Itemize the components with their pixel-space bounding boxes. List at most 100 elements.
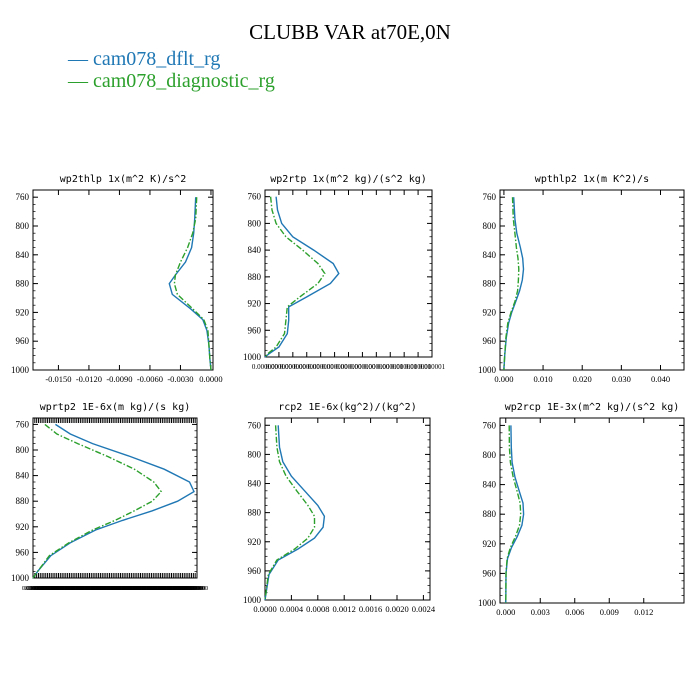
chart-panel-2: wpthlp2 1x(m K^2)/s 760 800 840 880 920 960 100… (478, 174, 685, 384)
x-tick-label: 0.000000 (131, 586, 154, 592)
x-tick-label: -0.0060 (137, 374, 163, 384)
chart-title: wpthlp2 1x(m K^2)/s (535, 174, 649, 185)
series-line-dflt (168, 197, 212, 371)
plot-frame (264, 417, 431, 601)
series-line-diagnostic (264, 196, 326, 358)
x-tick-label: 0.000000 (155, 586, 178, 592)
chart-panel-1: wp2rtp 1x(m^2 kg)/(s^2 kg) 760 800 840 880 92… (243, 174, 446, 371)
x-tick-label: 0.000000 (117, 586, 140, 592)
plot-frame (499, 189, 685, 371)
series-line-diagnostic (264, 425, 316, 601)
y-tick-label: 880 (248, 272, 262, 282)
x-tick-label: 0.000000 (166, 586, 189, 592)
chart-panel-3: wprtp2 1E-6x(m kg)/(s kg) 760 800 840 880 920… (11, 402, 208, 592)
series-line-dflt (264, 196, 340, 358)
x-tick-label: 0.0000 (253, 604, 276, 614)
page-title: CLUBB VAR at70E,0N (249, 20, 451, 44)
x-tick-label: 0.000000 (25, 586, 48, 592)
x-tick-label: 0.000000 (280, 363, 307, 371)
x-tick-label: 0.000000 (146, 586, 169, 592)
y-tick-label: 800 (248, 449, 262, 459)
x-tick-label: 0.000000 (62, 586, 85, 592)
y-tick-label: 800 (16, 445, 30, 455)
x-tick-label: 0.000000 (60, 586, 83, 592)
x-tick-label: 0.000000 (22, 586, 45, 592)
y-tick-label: 920 (16, 307, 30, 317)
y-tick-label: 840 (248, 479, 262, 489)
plot-frame (32, 189, 214, 371)
y-tick-label: 960 (16, 336, 30, 346)
chart-panel-5: wp2rcp 1E-3x(m^2 kg)/(s^2 kg) 760 800 840 88… (478, 402, 685, 617)
x-tick-label: 0.000000 (182, 586, 205, 592)
y-tick-label: 1000 (11, 573, 30, 583)
x-tick-label: 0.000000 (363, 363, 390, 371)
plot-frame (32, 417, 198, 579)
y-tick-label: 960 (248, 325, 262, 335)
x-tick-label: 0.000000 (124, 586, 147, 592)
x-tick-label: 0.000000 (335, 363, 362, 371)
x-tick-label: 0.0020 (385, 604, 408, 614)
y-tick-label: 800 (483, 450, 497, 460)
chart-panel-4: rcp2 1E-6x(kg^2)/(kg^2) 760 800 840 880 920 96… (243, 402, 436, 614)
x-tick-label: 0.000000 (106, 586, 129, 592)
x-tick-label: 0.000000 (135, 586, 158, 592)
y-tick-label: 920 (248, 299, 262, 309)
x-tick-label: 0.000000 (96, 586, 119, 592)
x-tick-label: 0.000000 (122, 586, 145, 592)
x-tick-label: -0.0150 (45, 374, 71, 384)
y-tick-label: 960 (248, 566, 262, 576)
x-tick-label: 0.000000 (120, 586, 143, 592)
x-tick-label: 0.000000 (178, 586, 201, 592)
y-tick-label: 1000 (478, 365, 497, 375)
x-tick-label: 0.000000 (91, 586, 114, 592)
x-tick-label: 0.000000 (184, 586, 207, 592)
x-tick-label: 0.0000 (199, 374, 222, 384)
x-tick-label: 0.000000 (162, 586, 185, 592)
x-tick-label: 0.000001 (391, 363, 418, 371)
series-line-diagnostic (503, 197, 520, 371)
y-tick-label: 880 (483, 279, 497, 289)
plot-frame (499, 417, 685, 604)
y-tick-label: 800 (248, 218, 262, 228)
plot-frame (264, 189, 433, 358)
y-tick-label: 800 (16, 221, 30, 231)
x-tick-label: 0.000000 (75, 586, 98, 592)
x-tick-label: 0.000000 (45, 586, 68, 592)
x-tick-label: 0.000000 (27, 586, 50, 592)
x-tick-label: 0.000000 (169, 586, 192, 592)
series-line-dflt (32, 423, 195, 579)
x-tick-label: 0.000000 (113, 586, 136, 592)
x-tick-label: 0.000000 (111, 586, 134, 592)
x-tick-label: 0.000000 (51, 586, 74, 592)
x-tick-label: 0.000000 (294, 363, 321, 371)
x-tick-label: 0.000000 (40, 586, 63, 592)
x-tick-label: 0.000000 (126, 586, 149, 592)
x-tick-label: 0.000000 (186, 586, 209, 592)
x-tick-label: 0.000000 (175, 586, 198, 592)
x-tick-label: 0.0004 (280, 604, 304, 614)
chart-title: rcp2 1E-6x(kg^2)/(kg^2) (278, 402, 416, 413)
x-tick-label: 0.000000 (78, 586, 101, 592)
y-tick-label: 1000 (478, 598, 497, 608)
x-tick-label: 0.000000 (24, 586, 47, 592)
x-tick-label: 0.000000 (177, 586, 200, 592)
y-tick-label: 840 (483, 480, 497, 490)
x-tick-label: 0.000000 (49, 586, 72, 592)
y-tick-label: 760 (248, 420, 262, 430)
x-tick-label: 0.000000 (133, 586, 156, 592)
x-tick-label: 0.000000 (33, 586, 56, 592)
y-tick-label: 880 (483, 509, 497, 519)
y-tick-label: 840 (248, 245, 262, 255)
y-tick-label: 960 (483, 568, 497, 578)
x-tick-label: 0.000000 (56, 586, 79, 592)
series-line-diagnostic (32, 423, 163, 579)
x-tick-label: 0.040 (651, 374, 670, 384)
y-tick-label: 760 (16, 192, 30, 202)
x-tick-label: 0.000000 (87, 586, 110, 592)
x-tick-label: 0.000001 (405, 363, 432, 371)
y-tick-label: 920 (483, 539, 497, 549)
x-tick-label: 0.000000 (107, 586, 130, 592)
y-tick-label: 840 (16, 250, 30, 260)
x-tick-label: 0.000000 (38, 586, 61, 592)
x-tick-label: 0.000000 (109, 586, 132, 592)
